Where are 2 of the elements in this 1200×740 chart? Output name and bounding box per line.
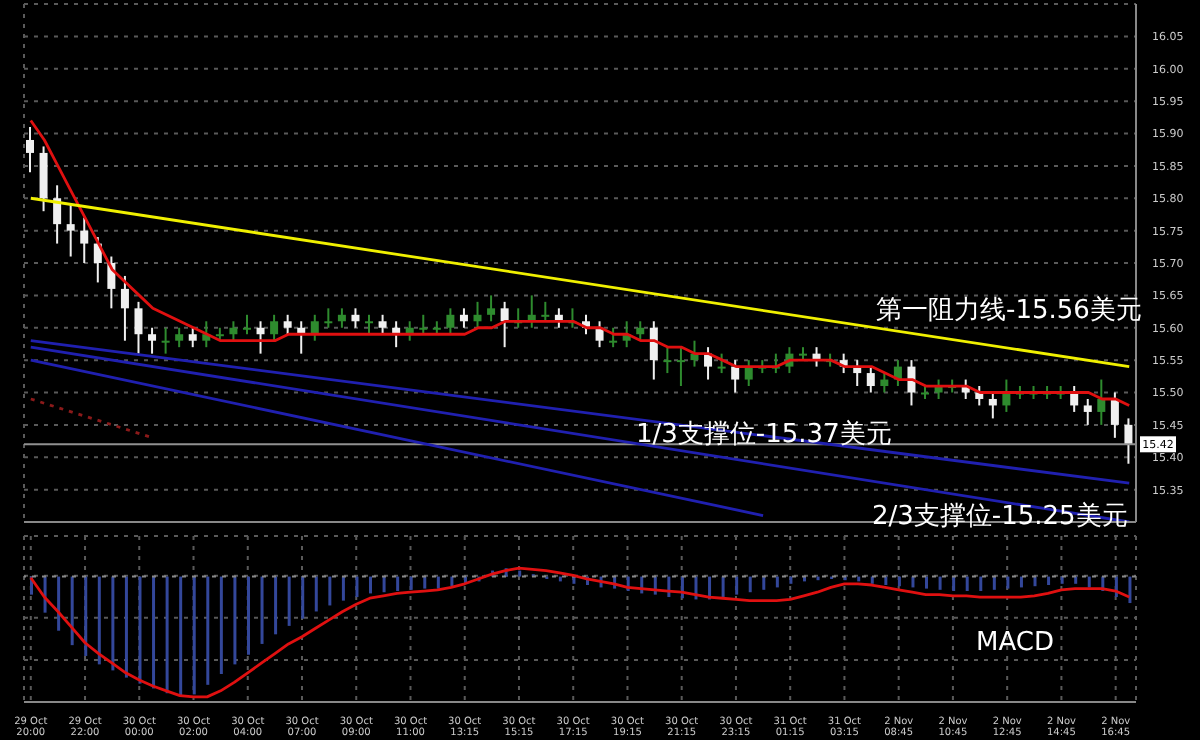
annotation: 第一阻力线-15.56美元 — [876, 294, 1142, 328]
text: MACD — [976, 628, 1054, 658]
